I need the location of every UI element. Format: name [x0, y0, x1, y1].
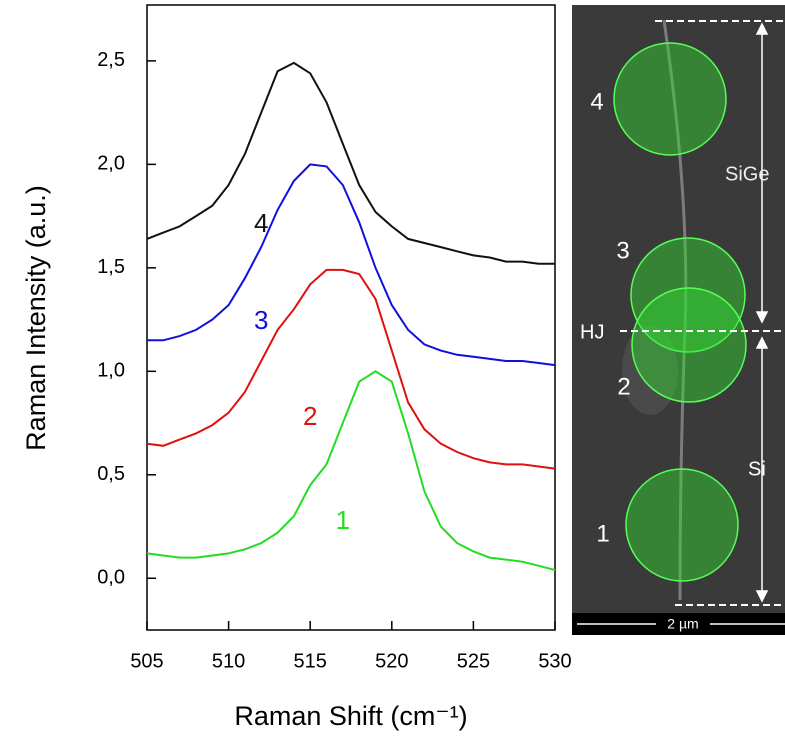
series-line — [147, 164, 555, 365]
x-tick-label: 505 — [130, 650, 163, 672]
spot-label: 1 — [596, 520, 609, 547]
series-line — [147, 63, 555, 264]
series-line — [147, 270, 555, 469]
y-tick-label: 0,5 — [97, 463, 125, 485]
series-label: 1 — [336, 505, 350, 535]
spot-label: 4 — [590, 88, 603, 115]
y-axis-label: Raman Intensity (a.u.) — [21, 185, 51, 451]
scale-bar-label: 2 µm — [667, 616, 698, 632]
y-tick-label: 1,0 — [97, 360, 125, 382]
x-tick-label: 515 — [294, 650, 327, 672]
spot — [614, 43, 726, 155]
x-tick-label: 510 — [212, 650, 245, 672]
region-label: Si — [748, 458, 766, 480]
series-label: 3 — [254, 305, 268, 335]
spot — [632, 288, 746, 402]
figure: Raman Intensity (a.u.) Raman Shift (cm⁻¹… — [0, 0, 785, 738]
region-label: HJ — [580, 321, 604, 343]
series-label: 2 — [303, 401, 317, 431]
plot-frame — [147, 5, 555, 630]
spot-label: 3 — [616, 237, 629, 264]
micrograph: 1 2 3 4 SiGe HJ Si 2 µm — [572, 5, 785, 635]
series-label: 4 — [254, 208, 268, 238]
y-tick-label: 1,5 — [97, 256, 125, 278]
x-tick-label: 525 — [457, 650, 490, 672]
y-tick-label: 2,0 — [97, 153, 125, 175]
y-tick-label: 0,0 — [97, 567, 125, 589]
region-label: SiGe — [725, 163, 769, 185]
spot-label: 2 — [617, 373, 630, 400]
spot — [626, 469, 738, 581]
x-tick-label: 530 — [538, 650, 571, 672]
x-tick-label: 520 — [375, 650, 408, 672]
series-line — [147, 371, 555, 570]
x-axis-label: Raman Shift (cm⁻¹) — [234, 701, 467, 731]
y-tick-label: 2,5 — [97, 49, 125, 71]
